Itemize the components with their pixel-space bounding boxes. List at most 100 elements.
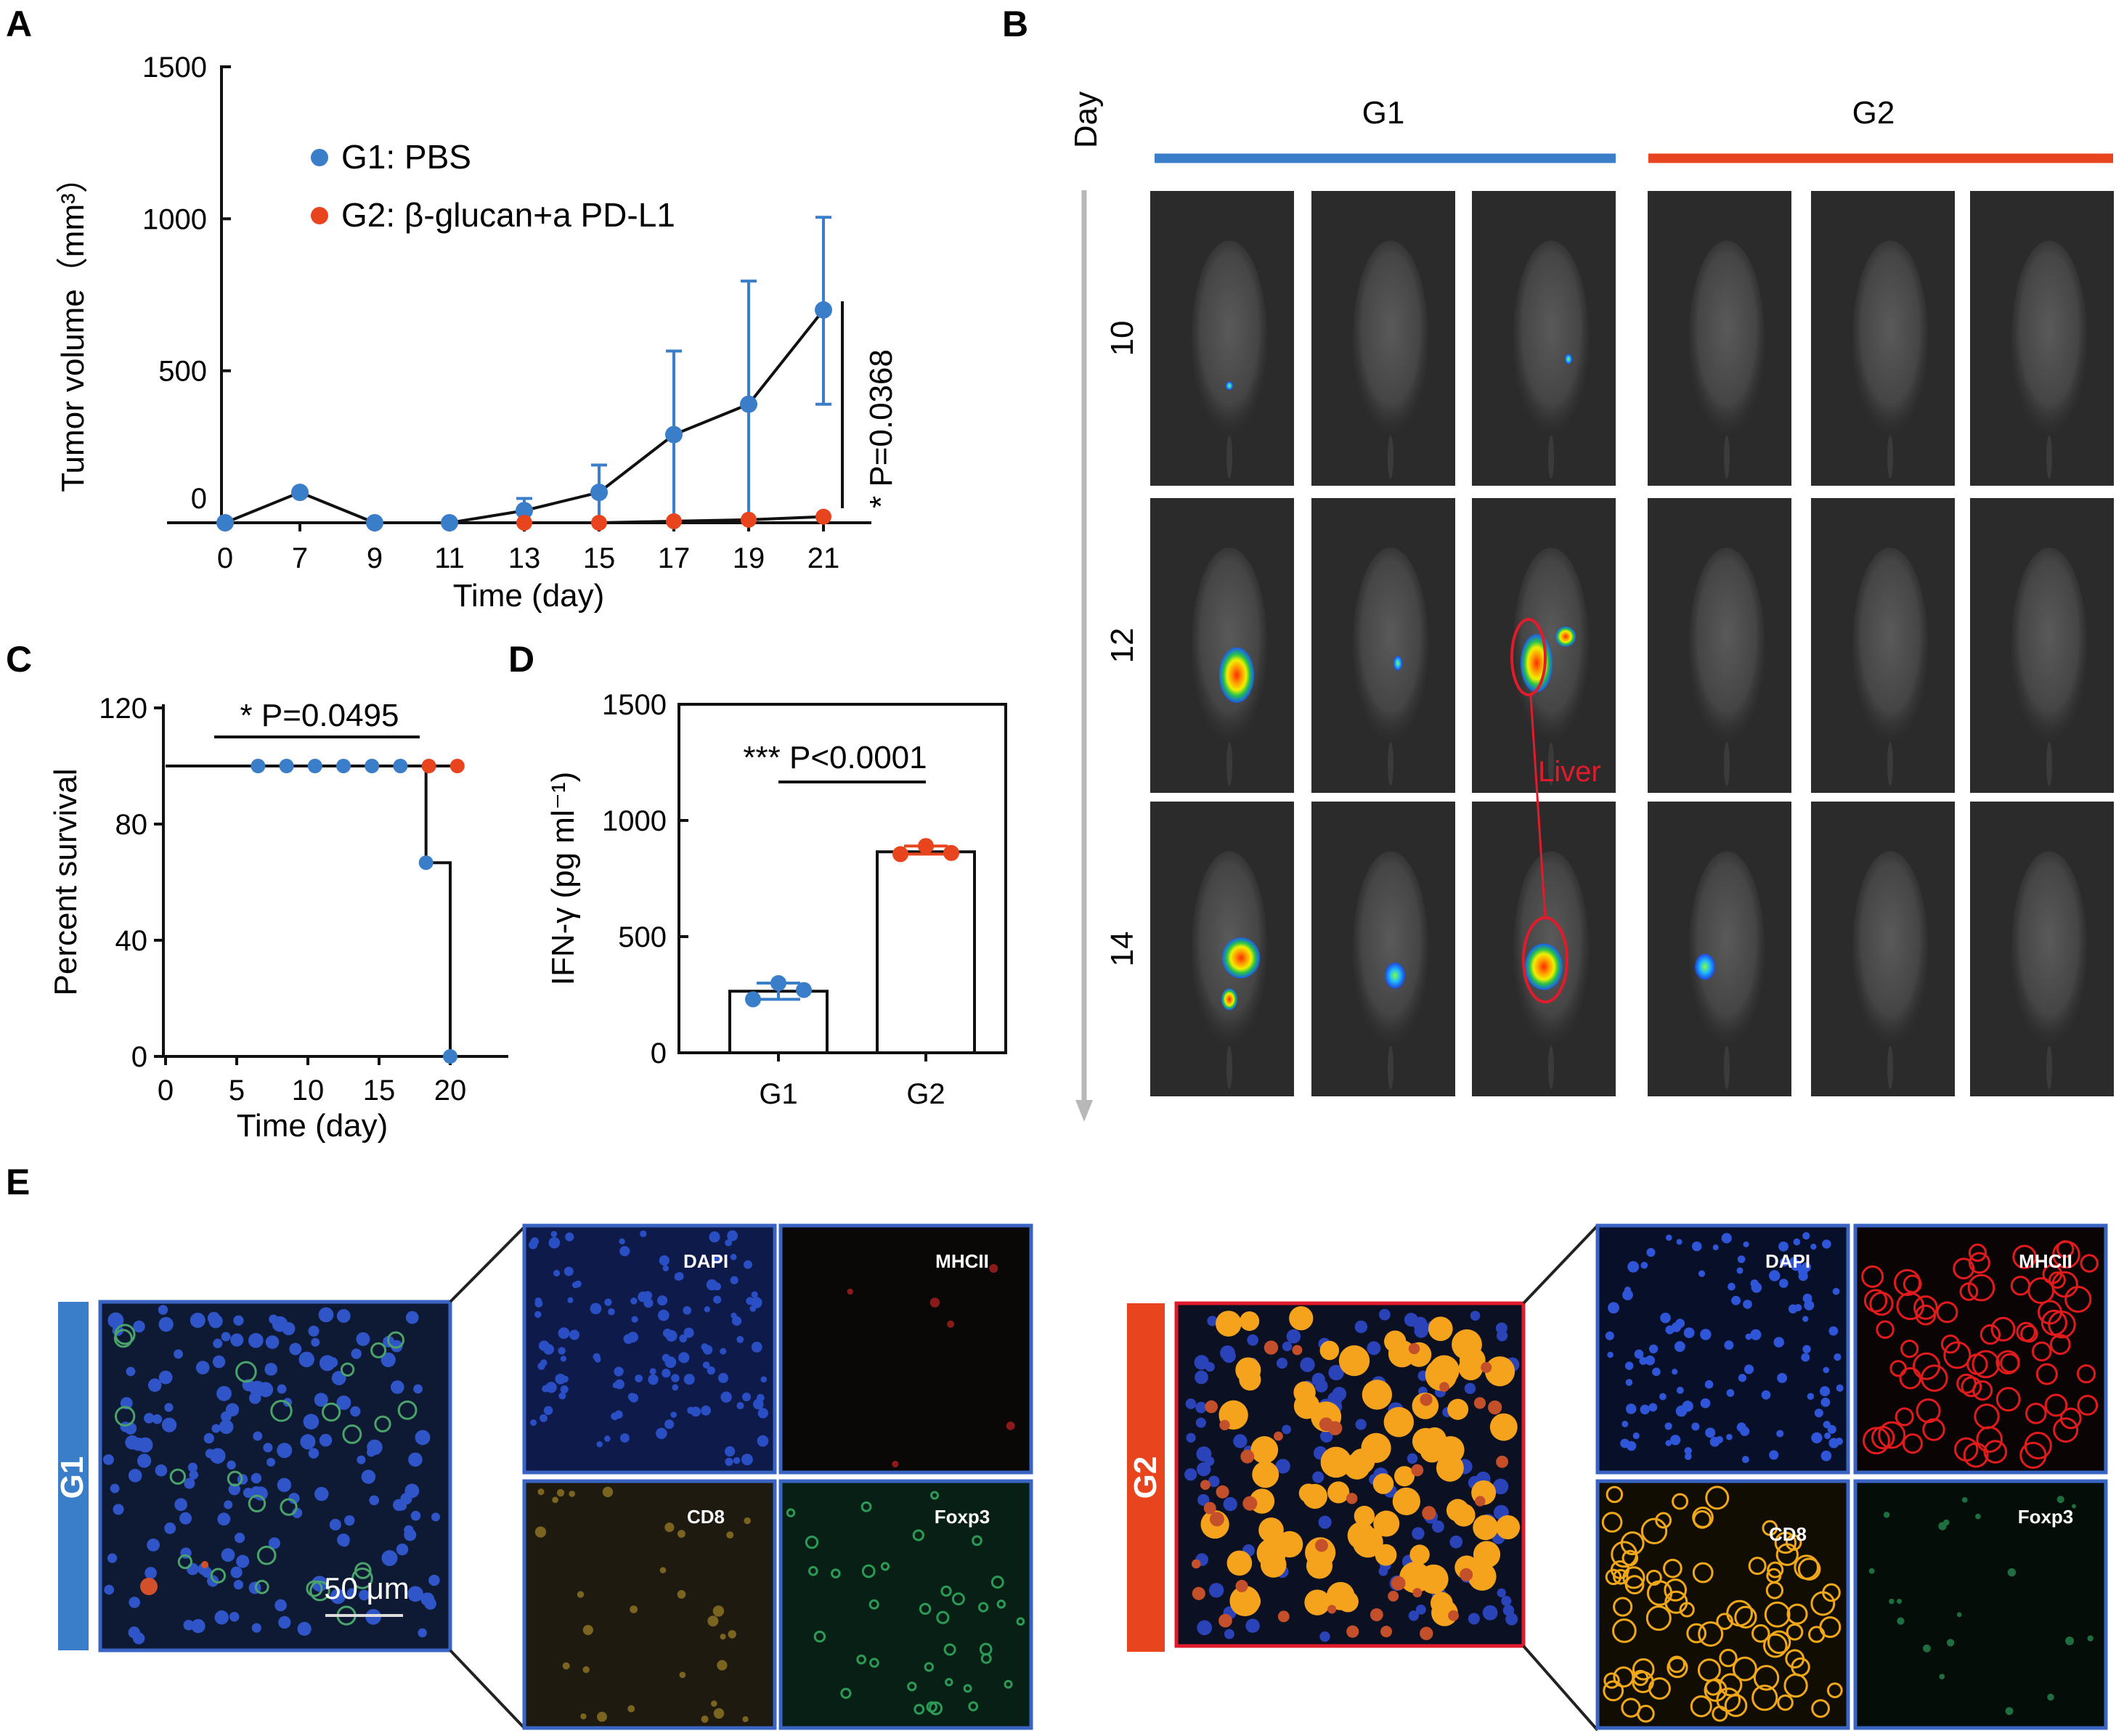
group-label-g1: G1: [1362, 95, 1405, 131]
mouse-silhouette: [2011, 240, 2087, 436]
g1-channel-tile-mhcii: MHCII: [778, 1223, 1033, 1475]
bioluminescence-signal: [1525, 943, 1563, 990]
channel-label: CD8: [1769, 1523, 1807, 1545]
bioluminescence-signal: [1221, 988, 1237, 1011]
mouse-silhouette: [1513, 240, 1589, 436]
y-tick-label: 120: [99, 693, 147, 725]
censor-point-g1: [365, 759, 380, 773]
day-label: 14: [1104, 932, 1140, 967]
panel-b-label: B: [1002, 4, 1028, 44]
mouse-silhouette: [1689, 240, 1765, 436]
x-tick-label: 19: [733, 542, 765, 574]
y-tick-label: 40: [115, 925, 148, 957]
channel-label: MHCII: [935, 1250, 989, 1272]
day-label: 12: [1104, 628, 1140, 664]
g1-channel-tile-dapi: DAPI: [522, 1223, 777, 1475]
replicate-point-g2: [943, 844, 959, 861]
significance-label: * P=0.0368: [863, 349, 899, 508]
data-point-g1: [291, 484, 309, 502]
y-tick-label: 0: [651, 1038, 667, 1069]
y-tick-label: 1000: [602, 805, 667, 837]
mouse-silhouette: [1689, 547, 1765, 743]
legend-marker-g1: [311, 149, 328, 166]
g1-side-label: G1: [54, 1456, 90, 1499]
censor-point-g1: [336, 759, 351, 773]
imaging-tile: [1310, 190, 1457, 487]
significance-label: * P=0.0495: [240, 698, 399, 733]
x-axis-title: Time (day): [237, 1108, 388, 1144]
x-axis-title: Time (day): [453, 578, 605, 614]
legend-label-g2: G2: β-glucan+a PD-L1: [341, 196, 675, 234]
significance-label: *** P<0.0001: [743, 740, 927, 775]
data-point-g1: [216, 514, 234, 531]
day-label: 10: [1104, 321, 1140, 356]
imaging-tile: [1969, 497, 2115, 794]
imaging-tile: [1646, 190, 1793, 487]
censor-point-g2: [421, 759, 436, 773]
g1-channel-tile-foxp3: Foxp3: [778, 1479, 1033, 1730]
g1-side-bar: [58, 1302, 89, 1650]
imaging-tile: [1646, 497, 1793, 794]
g2-channel-tile-mhcii: MHCII: [1853, 1223, 2108, 1475]
imaging-tile: [1969, 190, 2115, 487]
legend-label-g1: G1: PBS: [341, 138, 471, 176]
censor-point-g2: [449, 759, 465, 773]
legend-marker-g2: [311, 207, 328, 224]
g2-channel-tile-foxp3: Foxp3: [1853, 1479, 2108, 1730]
g2-side-bar: [1127, 1303, 1165, 1652]
data-point-g1: [366, 514, 383, 531]
channel-label: DAPI: [1765, 1250, 1810, 1272]
g1-zoom-line-top: [449, 1226, 526, 1303]
event-point-g1: [443, 1049, 457, 1064]
imaging-tile: [1470, 800, 1617, 1098]
x-tick-label: 7: [292, 542, 308, 574]
mouse-silhouette: [1852, 547, 1928, 743]
bioluminescence-signal: [1393, 656, 1402, 671]
data-point-g1: [815, 301, 832, 319]
g2-channel-tile-cd8: CD8: [1595, 1479, 1850, 1730]
censor-point-g1: [279, 759, 294, 773]
plot-frame: [678, 703, 1007, 1054]
x-tick-label: G2: [906, 1078, 945, 1110]
bioluminescence-signal: [1226, 381, 1233, 391]
panel-c-label: C: [6, 639, 32, 680]
survival-chart: 120 80 40 0 0 5 10 15 20 Percent survival Time …: [48, 693, 508, 1144]
bioluminescence-signal: [1219, 647, 1254, 703]
replicate-point-g1: [770, 975, 786, 991]
x-tick-label: 20: [434, 1075, 467, 1107]
liver-circle-day12: [1510, 618, 1547, 696]
event-point-g1: [418, 855, 434, 871]
imaging-tile: [1810, 800, 1956, 1098]
bioluminescence-signal: [1695, 953, 1715, 980]
ifn-gamma-chart: 1500 1000 500 0 G1 G2 IFN-γ (pg ml⁻¹) *** P<…: [545, 689, 1007, 1110]
channel-label: MHCII: [2019, 1250, 2072, 1272]
channel-label: CD8: [687, 1506, 725, 1528]
liver-connector: [1529, 695, 1547, 918]
data-point-g1: [590, 484, 608, 502]
censor-point-g1: [393, 759, 408, 773]
y-tick-label: 0: [191, 483, 207, 515]
censor-point-g1: [307, 759, 322, 773]
data-point-g2: [516, 515, 532, 531]
replicate-point-g2: [918, 838, 934, 855]
x-tick-label: 17: [658, 542, 691, 574]
data-point-g2: [815, 508, 831, 525]
bioluminescence-signal: [1385, 962, 1405, 989]
g1-zoom-line-bottom: [449, 1649, 526, 1729]
y-tick-label: 80: [115, 809, 148, 841]
g2-side-label: G2: [1128, 1456, 1163, 1499]
x-tick-label: 21: [807, 542, 840, 574]
g2-channel-tile-dapi: DAPI: [1595, 1223, 1850, 1475]
series-line-g1: [224, 309, 825, 524]
tumor-volume-chart: 1500 1000 500 0 0 7 9 11 13 15 17 19 21 Tumor volum…: [55, 52, 899, 614]
channel-label: Foxp3: [935, 1506, 990, 1528]
y-axis-title: Tumor volume（mm³）: [55, 161, 91, 492]
imaging-tile: [1810, 497, 1956, 794]
data-point-g2: [666, 513, 682, 529]
data-point-g1: [516, 502, 533, 520]
imaging-tile: [1646, 800, 1793, 1098]
censor-point-g1: [251, 759, 266, 773]
imaging-tile: [1310, 800, 1457, 1098]
x-tick-label: 0: [217, 542, 233, 574]
bar-g2: [876, 850, 976, 1054]
